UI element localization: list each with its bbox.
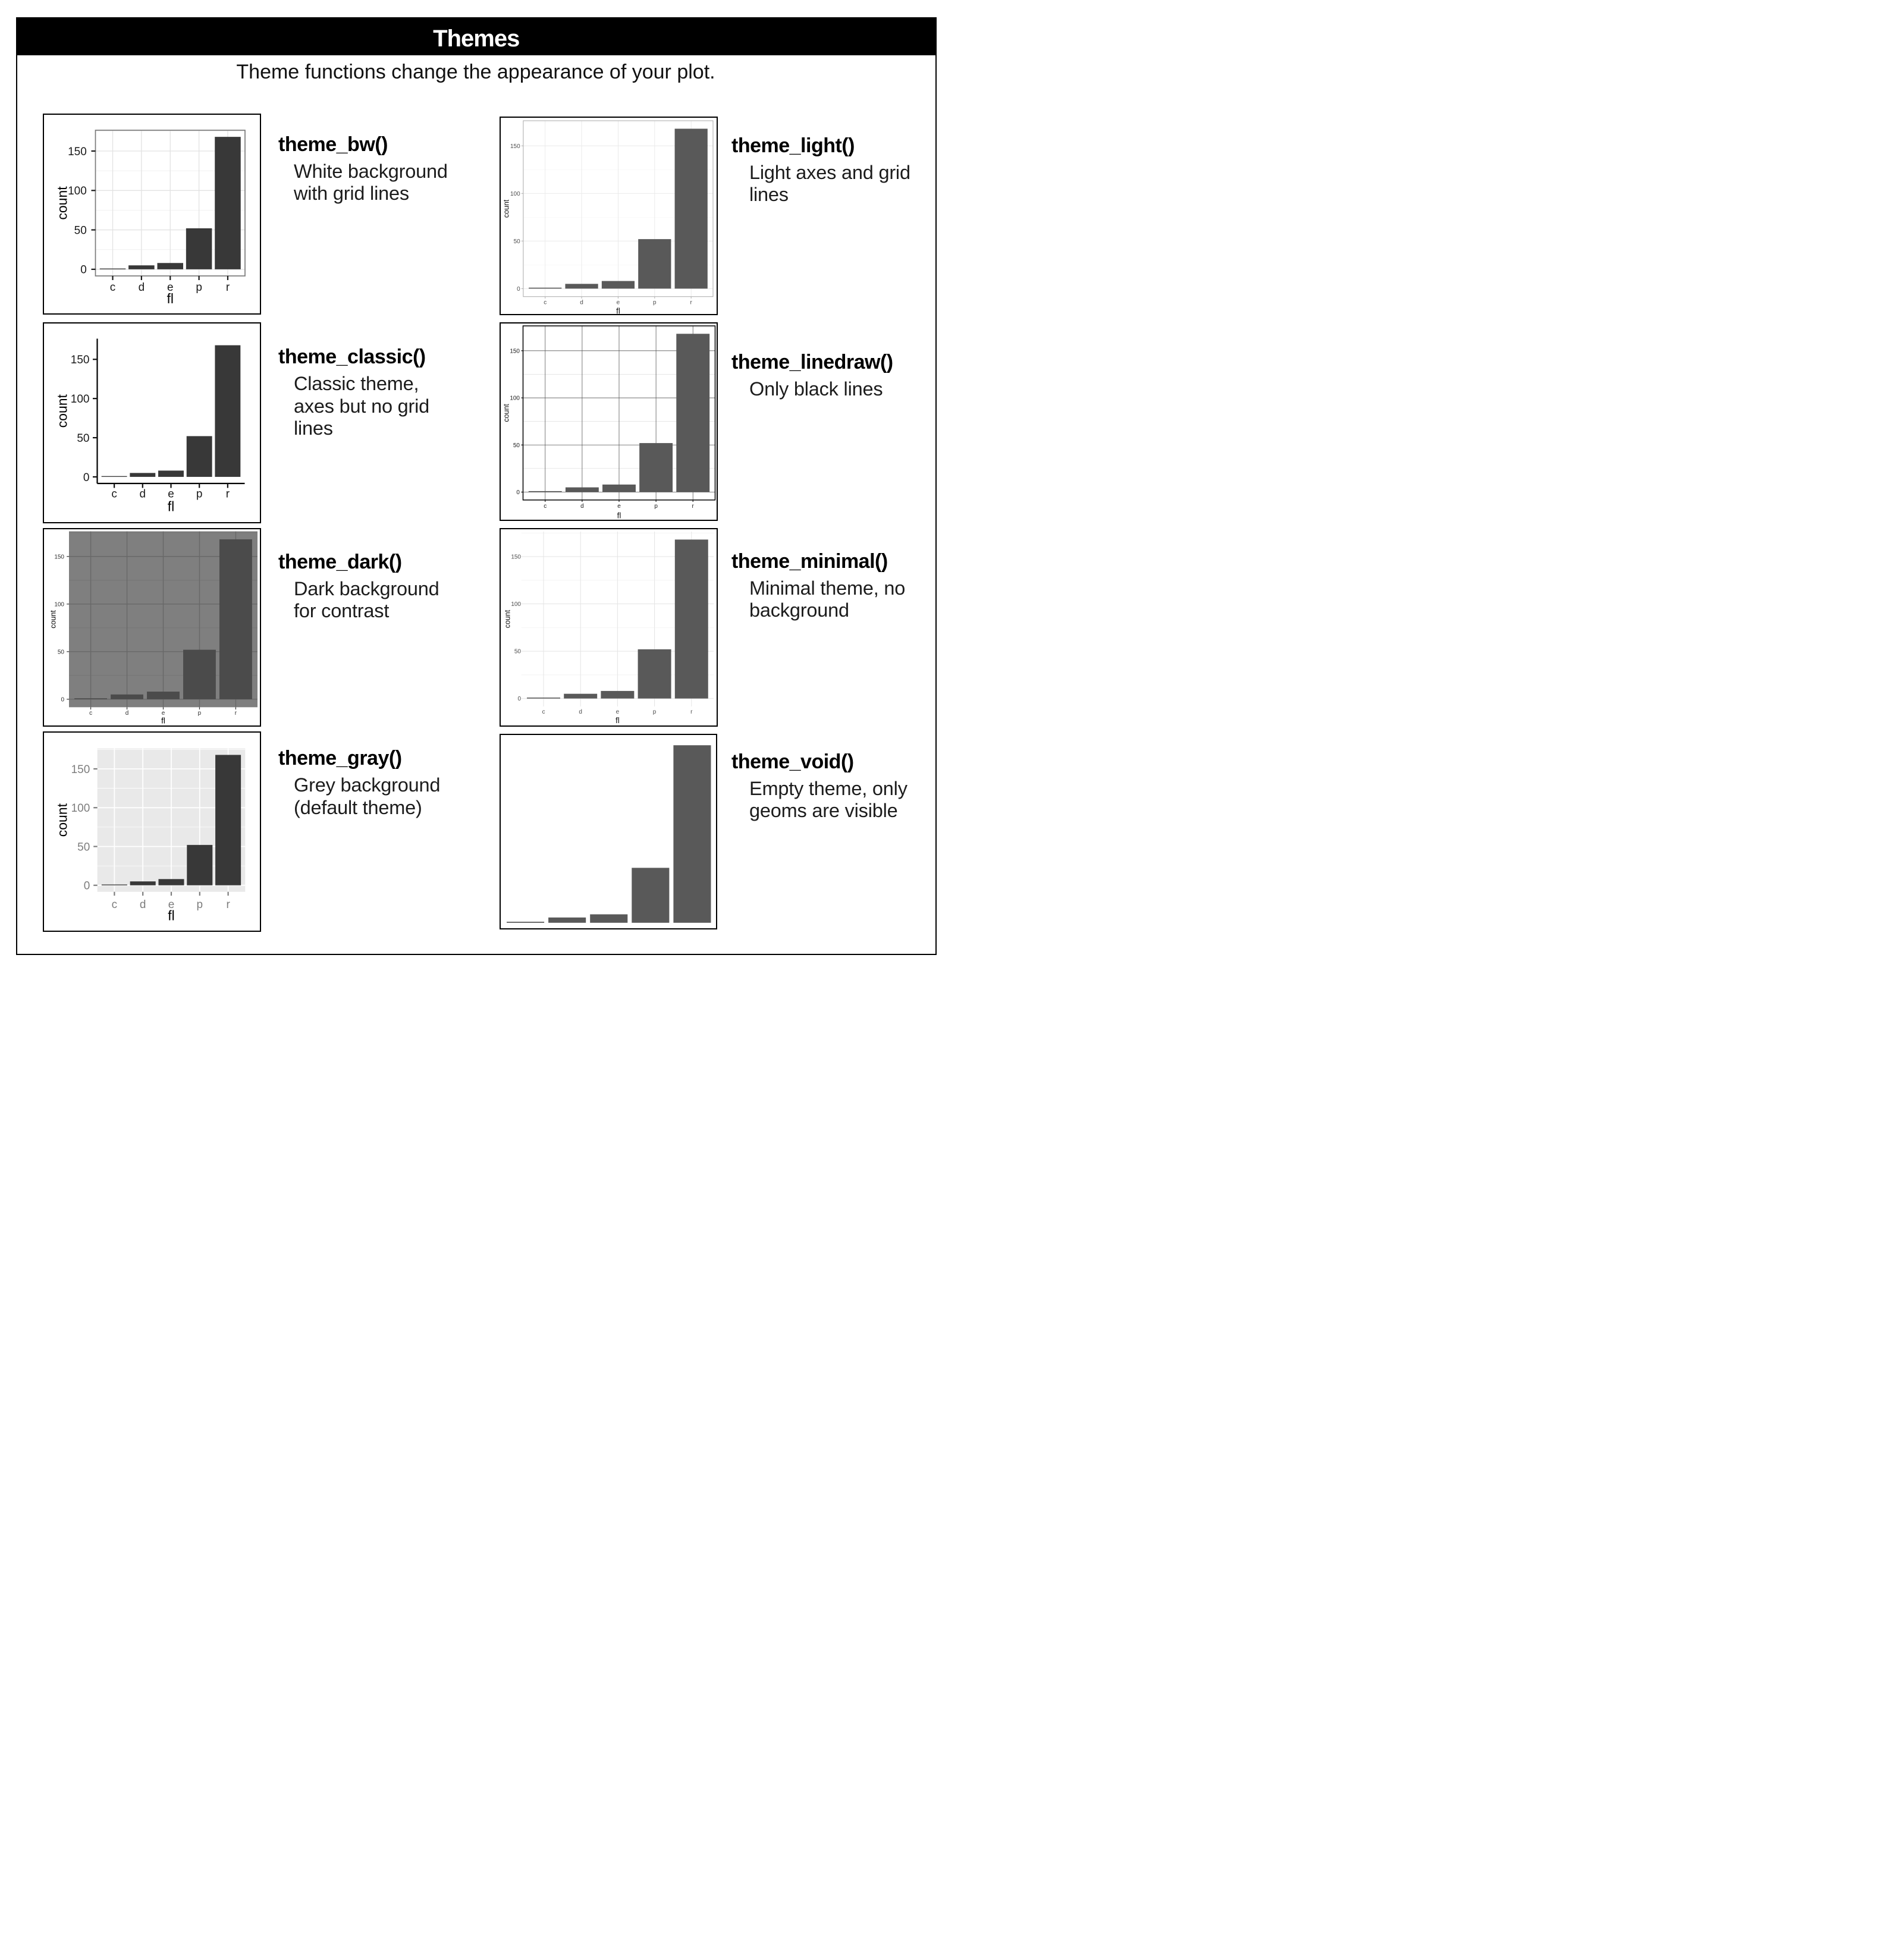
svg-text:0: 0 (83, 472, 90, 484)
svg-text:c: c (112, 899, 118, 911)
svg-text:0: 0 (516, 489, 520, 496)
svg-text:e: e (616, 709, 619, 715)
svg-text:150: 150 (510, 143, 520, 149)
svg-text:fl: fl (168, 907, 175, 923)
svg-text:p: p (652, 709, 656, 715)
svg-text:150: 150 (71, 354, 90, 366)
svg-text:0: 0 (517, 696, 521, 702)
svg-text:50: 50 (514, 649, 521, 655)
svg-text:p: p (653, 299, 657, 306)
svg-text:d: d (125, 710, 129, 717)
svg-text:r: r (690, 709, 693, 715)
svg-text:50: 50 (513, 442, 520, 449)
svg-text:r: r (235, 710, 237, 717)
svg-text:d: d (580, 503, 584, 510)
svg-text:100: 100 (510, 395, 520, 402)
svg-text:0: 0 (61, 696, 64, 703)
svg-text:150: 150 (511, 554, 521, 561)
svg-text:count: count (54, 186, 70, 220)
svg-text:c: c (542, 709, 545, 715)
svg-text:100: 100 (71, 802, 90, 815)
svg-text:d: d (140, 488, 146, 501)
svg-text:e: e (168, 899, 175, 911)
svg-text:d: d (140, 899, 146, 911)
svg-text:e: e (617, 503, 621, 510)
svg-text:count: count (54, 394, 70, 428)
svg-text:150: 150 (71, 763, 90, 775)
svg-text:c: c (544, 503, 547, 510)
svg-text:p: p (196, 488, 203, 501)
svg-text:150: 150 (54, 554, 64, 560)
svg-text:e: e (616, 299, 620, 306)
svg-text:100: 100 (54, 601, 64, 608)
svg-text:0: 0 (517, 285, 520, 292)
svg-text:e: e (162, 710, 165, 717)
svg-text:r: r (226, 281, 230, 294)
svg-text:fl: fl (161, 717, 165, 725)
svg-text:50: 50 (58, 649, 65, 655)
svg-text:c: c (544, 299, 547, 306)
svg-text:d: d (139, 281, 145, 294)
svg-text:count: count (502, 199, 510, 218)
svg-text:p: p (197, 899, 203, 911)
svg-text:50: 50 (513, 238, 520, 244)
svg-text:150: 150 (68, 146, 87, 158)
svg-text:100: 100 (510, 190, 520, 197)
svg-text:p: p (198, 710, 202, 717)
svg-text:c: c (110, 281, 116, 294)
svg-text:fl: fl (617, 511, 621, 520)
svg-text:p: p (654, 503, 658, 510)
svg-text:e: e (167, 281, 174, 294)
svg-text:c: c (111, 488, 117, 501)
svg-text:r: r (226, 488, 230, 501)
svg-text:100: 100 (71, 393, 90, 406)
svg-text:fl: fl (616, 306, 620, 315)
svg-text:100: 100 (68, 185, 87, 197)
svg-text:count: count (503, 610, 511, 628)
svg-text:r: r (690, 299, 692, 306)
svg-text:fl: fl (616, 716, 620, 725)
svg-text:r: r (226, 899, 230, 911)
svg-text:e: e (168, 488, 174, 501)
svg-text:fl: fl (167, 291, 174, 306)
svg-text:150: 150 (510, 348, 520, 354)
svg-text:d: d (580, 299, 583, 306)
svg-text:50: 50 (77, 841, 90, 853)
svg-text:100: 100 (511, 601, 521, 608)
svg-text:count: count (502, 404, 510, 422)
svg-text:fl: fl (168, 499, 175, 514)
svg-text:p: p (196, 281, 202, 294)
svg-text:50: 50 (74, 224, 87, 237)
svg-text:d: d (579, 709, 582, 715)
svg-text:count: count (49, 610, 58, 629)
svg-text:count: count (54, 803, 70, 837)
svg-text:0: 0 (80, 264, 87, 277)
svg-text:0: 0 (84, 880, 90, 892)
svg-text:50: 50 (77, 432, 89, 445)
svg-text:r: r (692, 503, 694, 510)
svg-text:c: c (89, 710, 92, 717)
